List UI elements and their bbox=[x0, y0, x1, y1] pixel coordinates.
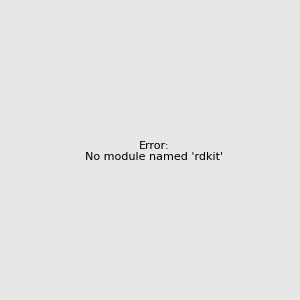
Text: Error:
No module named 'rdkit': Error: No module named 'rdkit' bbox=[85, 141, 223, 162]
